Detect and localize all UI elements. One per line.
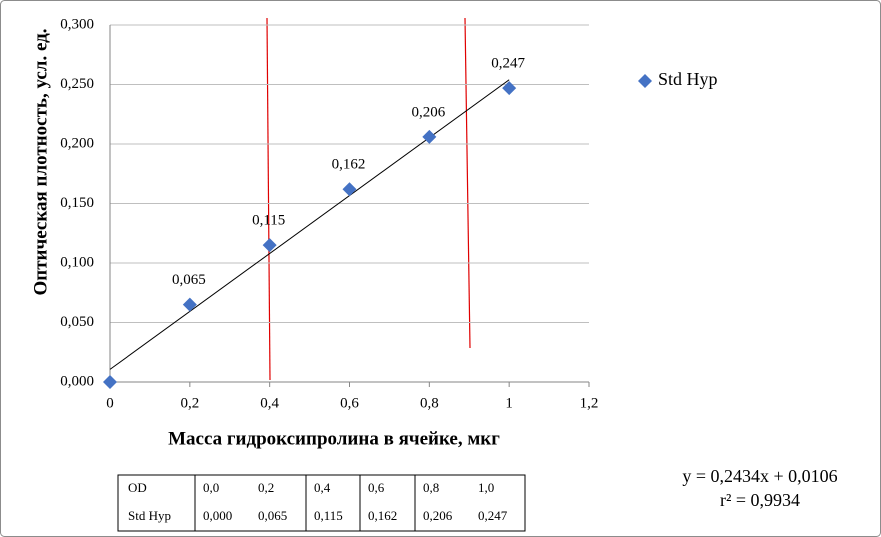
- y-tick-label: 0,100: [60, 254, 94, 270]
- data-label: 0,065: [172, 272, 206, 288]
- y-tick-label: 0,200: [60, 135, 94, 151]
- x-tick-label: 0,2: [180, 395, 199, 411]
- point: [262, 238, 277, 253]
- trend-equation: y = 0,2434x + 0,0106: [682, 466, 837, 486]
- legend-label: Std Hyp: [658, 69, 718, 89]
- x-tick-label: 0,8: [420, 395, 439, 411]
- y-tick-label: 0,250: [60, 76, 94, 92]
- table-border: [117, 474, 526, 532]
- y-tick-label: 0,000: [60, 373, 94, 389]
- table-cell: 0,115: [314, 508, 343, 523]
- table-cell: 1,0: [478, 480, 494, 495]
- x-tick-label: 1,2: [580, 395, 599, 411]
- marker-line: [464, 17, 471, 349]
- trendline: [109, 79, 510, 370]
- point: [182, 297, 197, 312]
- data-label: 0,247: [491, 56, 525, 72]
- point: [103, 375, 117, 389]
- data-label: 0,206: [411, 104, 445, 120]
- data-label: 0,162: [332, 157, 366, 173]
- table-cell: 0,2: [258, 480, 274, 495]
- table-cell: 0,206: [423, 508, 453, 523]
- y-tick-label: 0,150: [60, 195, 94, 211]
- trend-r2: r² = 0,9934: [720, 490, 800, 510]
- table-cell: 0,000: [203, 508, 232, 523]
- marker-line: [266, 17, 271, 381]
- table-cell: 0,162: [368, 508, 397, 523]
- table-cell: 0,247: [478, 508, 508, 523]
- x-tick-label: 0,6: [340, 395, 359, 411]
- table-cell: 0,6: [368, 480, 385, 495]
- table-cell: 0,065: [258, 508, 287, 523]
- point: [342, 182, 357, 197]
- legend-marker: [638, 74, 652, 88]
- x-axis-title: Масса гидроксипролина в ячейке, мкг: [168, 428, 500, 449]
- table-cell: 0,8: [423, 480, 439, 495]
- x-tick-label: 0: [106, 395, 114, 411]
- table-cell: 0,4: [314, 480, 331, 495]
- x-tick-label: 1: [505, 395, 513, 411]
- y-tick-label: 0,300: [60, 16, 94, 32]
- data-label: 0,115: [252, 213, 285, 229]
- y-tick-label: 0,050: [60, 314, 94, 330]
- x-tick-label: 0,4: [260, 395, 279, 411]
- point: [502, 81, 517, 96]
- point: [422, 129, 437, 144]
- table-cell: Std Hyp: [128, 508, 171, 523]
- table-cell: OD: [128, 480, 147, 495]
- table-cell: 0,0: [203, 480, 219, 495]
- y-axis-title: Оптическая плотность, усл. ед.: [30, 28, 51, 295]
